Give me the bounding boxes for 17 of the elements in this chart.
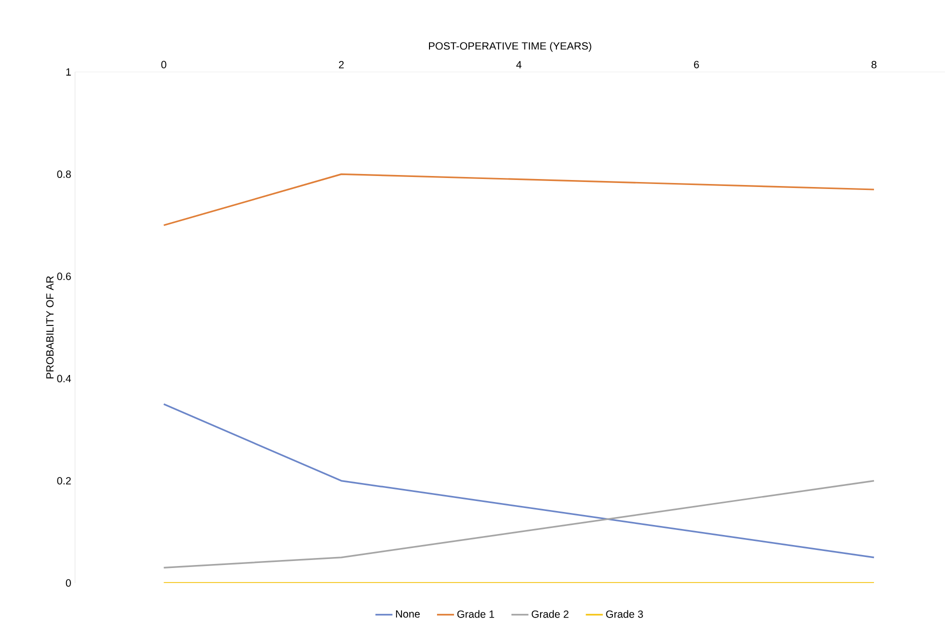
y-tick-label: 0	[66, 579, 71, 587]
y-tick-label: 0.2	[57, 477, 71, 484]
x-tick-label: 4	[516, 61, 522, 68]
y-axis-title: PROBABILITY OF AR	[46, 276, 54, 378]
legend-label: Grade 2	[532, 610, 568, 618]
y-tick-label: 0.8	[57, 170, 71, 178]
y-tick-label: 0.4	[57, 374, 72, 382]
x-tick-label: 8	[872, 60, 876, 68]
legend-label: Grade 1	[457, 610, 494, 618]
y-tick-label: 1	[66, 68, 71, 76]
legend-label: None	[396, 610, 420, 618]
x-axis-title: POST-OPERATIVE TIME (YEARS)	[429, 42, 592, 52]
x-tick-label: 6	[694, 60, 699, 68]
x-tick-label: 0	[161, 60, 166, 68]
y-tick-label: 0.6	[57, 272, 71, 280]
legend-label: Grade 3	[606, 610, 643, 618]
x-tick-label: 2	[338, 61, 344, 68]
